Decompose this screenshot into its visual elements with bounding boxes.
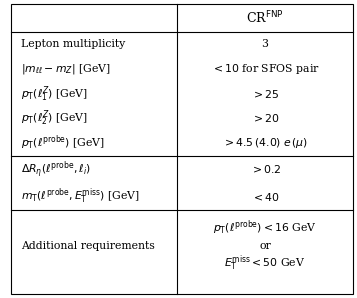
Text: Additional requirements: Additional requirements (21, 241, 155, 251)
Text: $< 40$: $< 40$ (251, 191, 279, 203)
Text: $p_{\mathrm{T}}(\ell^{\mathrm{probe}}) < 16$ GeV: $p_{\mathrm{T}}(\ell^{\mathrm{probe}}) <… (213, 219, 317, 238)
Text: $m_{\mathrm{T}}(\ell^{\mathrm{probe}}, E_{\mathrm{T}}^{\mathrm{miss}})$ [GeV]: $m_{\mathrm{T}}(\ell^{\mathrm{probe}}, E… (21, 187, 140, 207)
Text: $p_{\mathrm{T}}(\ell_2^Z)$ [GeV]: $p_{\mathrm{T}}(\ell_2^Z)$ [GeV] (21, 109, 89, 128)
Text: $E_{\mathrm{T}}^{\mathrm{miss}} < 50$ GeV: $E_{\mathrm{T}}^{\mathrm{miss}} < 50$ Ge… (225, 254, 306, 273)
Text: $> 0.2$: $> 0.2$ (250, 163, 281, 175)
Text: Lepton multiplicity: Lepton multiplicity (21, 39, 126, 49)
Text: $> 20$: $> 20$ (251, 112, 279, 125)
Text: $p_{\mathrm{T}}(\ell^{\mathrm{probe}})$ [GeV]: $p_{\mathrm{T}}(\ell^{\mathrm{probe}})$ … (21, 134, 105, 153)
Text: $> 4.5\,(4.0)\;e\,(\mu)$: $> 4.5\,(4.0)\;e\,(\mu)$ (222, 136, 308, 150)
Text: $< 10$ for SFOS pair: $< 10$ for SFOS pair (211, 62, 320, 76)
Text: $p_{\mathrm{T}}(\ell_1^Z)$ [GeV]: $p_{\mathrm{T}}(\ell_1^Z)$ [GeV] (21, 84, 89, 103)
Text: or: or (259, 241, 271, 251)
Text: 3: 3 (262, 39, 268, 49)
Text: $|m_{\ell\ell} - m_Z|$ [GeV]: $|m_{\ell\ell} - m_Z|$ [GeV] (21, 62, 111, 76)
Text: CR$^{\mathrm{FNP}}$: CR$^{\mathrm{FNP}}$ (246, 10, 284, 27)
Text: $> 25$: $> 25$ (251, 88, 279, 100)
Text: $\Delta R_\eta(\ell^{\mathrm{probe}}, \ell_i)$: $\Delta R_\eta(\ell^{\mathrm{probe}}, \e… (21, 159, 91, 180)
